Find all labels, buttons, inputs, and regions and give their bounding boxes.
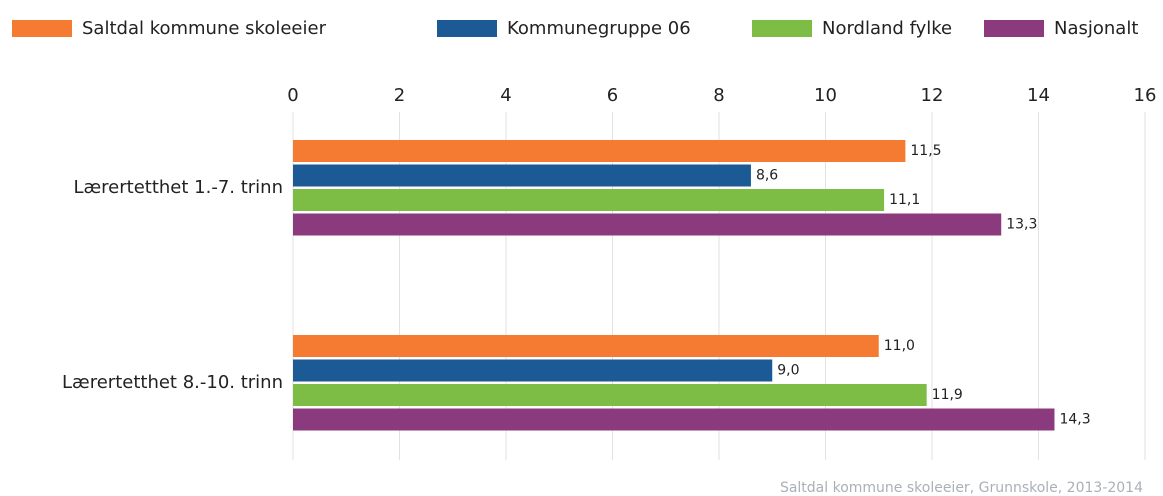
- x-tick-label: 4: [500, 85, 511, 106]
- legend-swatch: [984, 20, 1044, 37]
- legend-label: Nasjonalt: [1054, 18, 1138, 39]
- bar: [293, 384, 927, 406]
- x-tick-label: 10: [814, 85, 837, 106]
- legend-label: Kommunegruppe 06: [507, 18, 691, 39]
- x-tick-label: 0: [287, 85, 298, 106]
- bar: [293, 213, 1002, 236]
- legend-swatch: [752, 20, 812, 37]
- x-tick-label: 12: [921, 85, 944, 106]
- data-label: 14,3: [1059, 412, 1090, 428]
- bar: [293, 140, 906, 162]
- legend-label: Saltdal kommune skoleeier: [82, 18, 327, 39]
- y-tick-label: Lærertetthet 1.-7. trinn: [73, 177, 283, 198]
- legend-swatch: [12, 20, 72, 37]
- source-note: Saltdal kommune skoleeier, Grunnskole, 2…: [780, 480, 1143, 496]
- x-tick-label: 8: [713, 85, 724, 106]
- bar: [293, 189, 885, 211]
- bar: [293, 164, 751, 187]
- bar: [293, 359, 773, 382]
- legend-swatch: [437, 20, 497, 37]
- data-label: 11,5: [910, 143, 941, 159]
- data-label: 8,6: [756, 168, 778, 184]
- bar: [293, 335, 879, 357]
- bar: [293, 408, 1055, 431]
- x-tick-label: 16: [1134, 85, 1157, 106]
- x-tick-label: 2: [394, 85, 405, 106]
- data-label: 9,0: [777, 363, 799, 379]
- data-label: 13,3: [1006, 217, 1037, 233]
- data-label: 11,9: [932, 387, 963, 403]
- data-label: 11,0: [884, 338, 915, 354]
- y-tick-label: Lærertetthet 8.-10. trinn: [62, 372, 283, 393]
- x-tick-label: 14: [1027, 85, 1050, 106]
- data-label: 11,1: [889, 192, 920, 208]
- x-tick-label: 6: [607, 85, 618, 106]
- legend-label: Nordland fylke: [822, 18, 952, 39]
